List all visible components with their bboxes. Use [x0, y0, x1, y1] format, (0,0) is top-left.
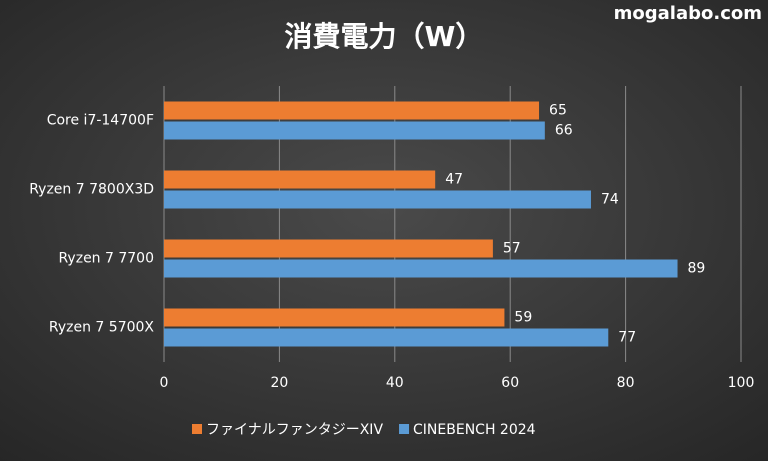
bar	[164, 308, 505, 327]
x-tick-label: 20	[270, 375, 288, 391]
y-tick-label: Ryzen 7 7700	[58, 251, 154, 267]
legend-swatch	[399, 424, 410, 434]
legend-label: ファイナルファンタジーXIV	[206, 422, 383, 438]
legend-swatch	[192, 424, 202, 434]
bar	[164, 190, 591, 209]
bar	[164, 259, 678, 278]
x-tick-label: 0	[160, 375, 169, 391]
data-label: 59	[514, 310, 532, 326]
bar	[164, 170, 436, 189]
data-label: 89	[688, 261, 706, 277]
watermark: mogalabo.com	[614, 3, 762, 24]
y-tick-label: Ryzen 7 7800X3D	[29, 182, 154, 198]
data-label: 57	[503, 241, 521, 257]
data-label: 47	[445, 172, 463, 188]
x-tick-label: 100	[728, 375, 755, 391]
data-label: 74	[601, 192, 619, 208]
bar	[164, 239, 493, 258]
y-tick-label: Ryzen 7 5700X	[49, 320, 155, 336]
bar	[164, 121, 545, 140]
data-label: 65	[549, 103, 567, 119]
data-label: 66	[555, 123, 573, 139]
y-tick-label: Core i7-14700F	[47, 113, 154, 129]
legend-label: CINEBENCH 2024	[413, 422, 536, 438]
bar	[164, 101, 540, 120]
bar	[164, 328, 609, 347]
chart-title: 消費電力（W）	[285, 20, 484, 53]
x-tick-label: 80	[617, 375, 635, 391]
data-label: 77	[618, 330, 636, 346]
x-tick-label: 60	[501, 375, 519, 391]
x-tick-label: 40	[386, 375, 404, 391]
